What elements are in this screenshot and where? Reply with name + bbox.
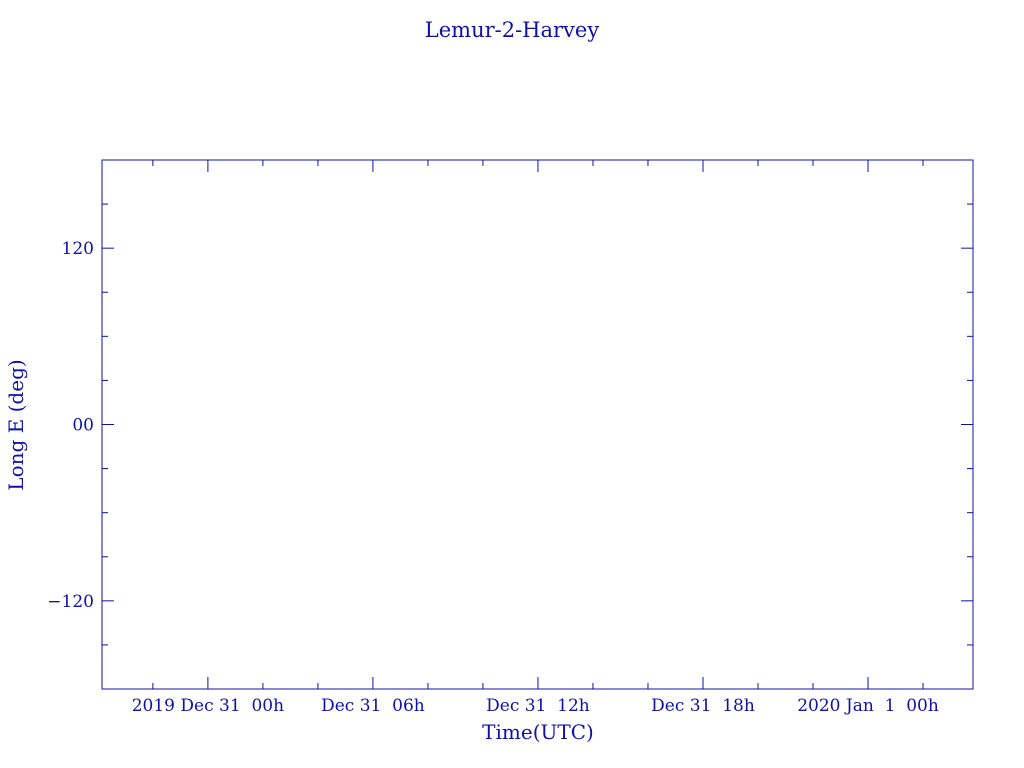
chart-title: Lemur-2-Harvey <box>425 18 600 42</box>
x-axis-label: Time(UTC) <box>482 720 594 744</box>
x-tick-label: Dec 31 06h <box>321 696 425 716</box>
plot-frame <box>101 159 974 690</box>
y-tick-label: −120 <box>47 592 94 612</box>
y-axis-label: Long E (deg) <box>4 359 28 490</box>
x-tick-label: Dec 31 12h <box>486 696 590 716</box>
x-tick-label: 2019 Dec 31 00h <box>132 696 284 716</box>
y-tick-label: 00 <box>72 416 94 436</box>
x-tick-label: 2020 Jan 1 00h <box>797 696 939 716</box>
x-tick-label: Dec 31 18h <box>651 696 755 716</box>
y-tick-label: 120 <box>62 239 94 259</box>
